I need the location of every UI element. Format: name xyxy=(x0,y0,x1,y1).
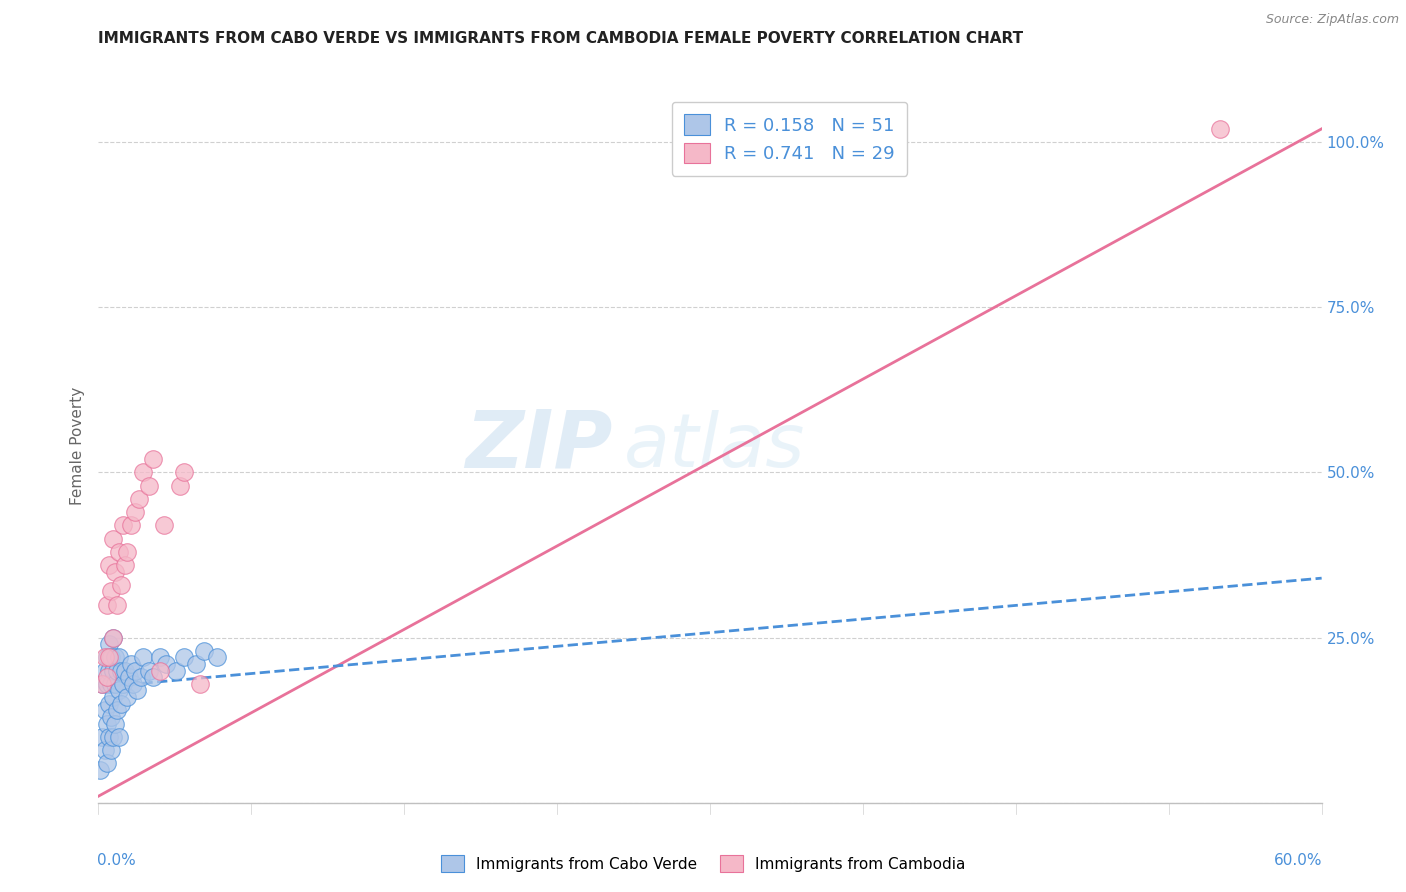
Point xyxy=(96,716,118,731)
Text: 60.0%: 60.0% xyxy=(1274,853,1323,868)
Point xyxy=(101,664,124,678)
Point xyxy=(124,664,146,678)
Point xyxy=(120,518,142,533)
Point xyxy=(108,683,131,698)
Text: ZIP: ZIP xyxy=(465,407,612,485)
Point xyxy=(108,650,131,665)
Point xyxy=(100,584,122,599)
Point xyxy=(97,558,120,572)
Point xyxy=(93,664,115,678)
Point xyxy=(115,545,138,559)
Point xyxy=(118,670,141,684)
Point xyxy=(108,730,131,744)
Point xyxy=(93,703,115,717)
Point xyxy=(97,650,120,665)
Point xyxy=(100,710,122,724)
Point xyxy=(101,532,124,546)
Point xyxy=(188,677,212,691)
Point xyxy=(1209,121,1232,136)
Point xyxy=(152,518,174,533)
Point xyxy=(97,730,120,744)
Point xyxy=(138,478,160,492)
Legend: Immigrants from Cabo Verde, Immigrants from Cambodia: Immigrants from Cabo Verde, Immigrants f… xyxy=(433,847,973,880)
Point xyxy=(132,466,155,480)
Text: Source: ZipAtlas.com: Source: ZipAtlas.com xyxy=(1265,13,1399,27)
Point xyxy=(104,716,127,731)
Point xyxy=(91,730,114,744)
Point xyxy=(104,677,127,691)
Point xyxy=(91,677,114,691)
Point xyxy=(108,545,131,559)
Point xyxy=(101,631,124,645)
Point xyxy=(124,505,146,519)
Point xyxy=(110,664,132,678)
Point xyxy=(105,703,128,717)
Point xyxy=(93,650,115,665)
Point xyxy=(114,558,136,572)
Point xyxy=(173,650,195,665)
Point xyxy=(149,650,172,665)
Point xyxy=(115,690,138,704)
Point xyxy=(96,598,118,612)
Point xyxy=(142,452,165,467)
Text: atlas: atlas xyxy=(624,410,806,482)
Point xyxy=(100,677,122,691)
Point xyxy=(122,677,145,691)
Point xyxy=(149,664,172,678)
Point xyxy=(101,690,124,704)
Point xyxy=(104,650,127,665)
Point xyxy=(111,677,134,691)
Point xyxy=(127,683,149,698)
Point xyxy=(111,518,134,533)
Point xyxy=(120,657,142,671)
Point xyxy=(114,664,136,678)
Point xyxy=(105,664,128,678)
Point xyxy=(96,670,118,684)
Point xyxy=(110,578,132,592)
Point xyxy=(97,637,120,651)
Point xyxy=(101,730,124,744)
Point xyxy=(96,677,118,691)
Point xyxy=(104,565,127,579)
Point xyxy=(101,631,124,645)
Y-axis label: Female Poverty: Female Poverty xyxy=(70,387,86,505)
Point xyxy=(91,677,114,691)
Point xyxy=(105,598,128,612)
Point xyxy=(93,743,115,757)
Point xyxy=(96,756,118,771)
Point xyxy=(100,743,122,757)
Point xyxy=(186,657,208,671)
Point xyxy=(129,670,152,684)
Point xyxy=(110,697,132,711)
Point xyxy=(205,650,228,665)
Point xyxy=(193,644,215,658)
Point xyxy=(100,650,122,665)
Point xyxy=(138,664,160,678)
Point xyxy=(132,650,155,665)
Point xyxy=(169,478,191,492)
Point xyxy=(97,697,120,711)
Text: 0.0%: 0.0% xyxy=(97,853,136,868)
Point xyxy=(97,664,120,678)
Point xyxy=(142,670,165,684)
Text: IMMIGRANTS FROM CABO VERDE VS IMMIGRANTS FROM CAMBODIA FEMALE POVERTY CORRELATIO: IMMIGRANTS FROM CABO VERDE VS IMMIGRANTS… xyxy=(98,31,1024,46)
Point xyxy=(173,466,195,480)
Point xyxy=(165,664,187,678)
Point xyxy=(89,763,111,777)
Point xyxy=(155,657,177,671)
Legend: R = 0.158   N = 51, R = 0.741   N = 29: R = 0.158 N = 51, R = 0.741 N = 29 xyxy=(672,102,907,176)
Point xyxy=(96,650,118,665)
Point xyxy=(720,121,742,136)
Point xyxy=(128,491,150,506)
